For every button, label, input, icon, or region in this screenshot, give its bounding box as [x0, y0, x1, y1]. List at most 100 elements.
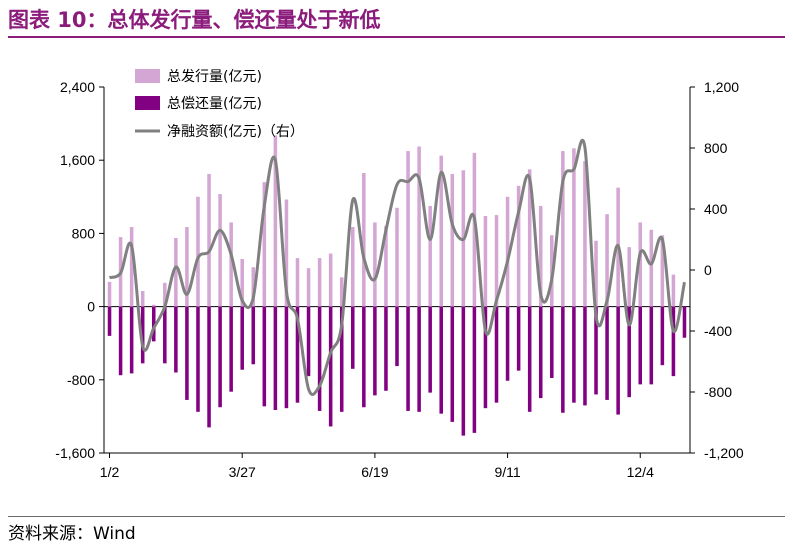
repayment-bar [384, 306, 388, 391]
repayment-bar [583, 306, 587, 406]
right-tick-label: -1,200 [704, 445, 744, 461]
issuance-bar [483, 216, 488, 307]
issuance-bar [538, 205, 543, 307]
repayment-bar [317, 306, 322, 411]
right-tick-label: 1,200 [704, 79, 739, 95]
issuance-bar [417, 146, 421, 307]
issuance-bar [505, 196, 510, 307]
issuance-bar [317, 258, 322, 307]
repayment-bar [505, 306, 510, 381]
legend-swatch-issuance [135, 69, 160, 83]
repayment-bar [660, 306, 665, 366]
issuance-bar [561, 151, 565, 307]
issuance-bar [494, 215, 499, 307]
legend-label: 总发行量(亿元) [167, 69, 262, 85]
x-tick-label: 6/19 [361, 464, 388, 480]
repayment-bar [417, 306, 421, 412]
issuance-bar [328, 253, 333, 307]
repayment-bar [262, 306, 267, 407]
issuance-bar [185, 226, 189, 307]
issuance-bar [384, 226, 388, 307]
repayment-bar [185, 306, 189, 400]
issuance-bar [107, 281, 112, 307]
issuance-bar [649, 229, 654, 307]
repayment-bar [273, 306, 278, 410]
issuance-bar [395, 207, 399, 307]
issuance-bar [129, 226, 134, 307]
x-tick-label: 12/4 [627, 464, 654, 480]
repayment-bar [439, 306, 443, 414]
issuance-bar [273, 135, 278, 307]
repayment-bar [251, 306, 256, 365]
issuance-bar [229, 222, 233, 307]
chart-legend: 总发行量(亿元) 总偿还量(亿元) 净融资额(亿元)（右） [135, 69, 304, 140]
repayment-bar [107, 306, 112, 336]
legend-swatch-repayment [135, 96, 160, 110]
legend-label: 净融资额(亿元)（右） [167, 124, 304, 140]
issuance-bar [472, 152, 477, 307]
issuance-bar [339, 277, 344, 307]
repayment-bar [516, 306, 521, 371]
issuance-bar [572, 148, 576, 307]
repayment-bar [351, 306, 355, 369]
issuance-bar [406, 151, 410, 307]
repayment-bar [240, 306, 244, 370]
repayment-bar [295, 306, 300, 403]
issuance-bar [373, 222, 377, 307]
repayment-bar [306, 306, 311, 377]
repayment-bar [118, 306, 123, 376]
x-tick-label: 3/27 [229, 464, 256, 480]
repayment-bar [671, 306, 676, 377]
repayment-bar [373, 306, 377, 396]
left-tick-label: 2,400 [60, 79, 95, 95]
x-tick-label: 9/11 [494, 464, 520, 480]
left-tick-label: 0 [87, 299, 95, 315]
x-tick-label: 1/2 [100, 464, 120, 480]
issuance-bar [207, 173, 211, 307]
issuance-bar [196, 196, 200, 307]
issuance-bar [627, 247, 631, 307]
repayment-bar [627, 306, 631, 398]
repayment-bar [616, 306, 620, 415]
repayment-bar [649, 306, 654, 385]
right-tick-label: 800 [704, 140, 728, 156]
left-tick-label: -800 [67, 372, 95, 388]
source-divider [8, 516, 785, 517]
issuance-bar [660, 235, 665, 307]
repayment-bar [140, 306, 145, 364]
repayment-bar [605, 306, 609, 400]
repayment-bar [362, 306, 366, 408]
issuance-bar [638, 222, 643, 307]
issuance-bar [527, 169, 532, 307]
repayment-bar [594, 306, 598, 395]
right-tick-label: 0 [704, 262, 712, 278]
right-tick-label: 400 [704, 201, 728, 217]
issuance-bar [362, 173, 366, 307]
issuance-bar [516, 185, 521, 307]
repayment-bar [638, 306, 643, 385]
repayment-bar [395, 306, 399, 367]
title-divider [8, 36, 785, 38]
repayment-bar [163, 306, 167, 364]
repayment-bar [428, 306, 432, 393]
repayment-bar [538, 306, 543, 399]
right-tick-label: -800 [704, 384, 732, 400]
repayment-bar [284, 306, 289, 409]
left-tick-label: 800 [72, 225, 96, 241]
chart-axes: 2,400 1,600 800 0 -800 -1,600 1,200 800 400 0 -400… [55, 79, 744, 480]
repayment-bar [151, 306, 156, 342]
repayment-bar [561, 306, 565, 413]
repayment-bar [450, 306, 455, 422]
repayment-bar [406, 306, 410, 411]
repayment-bar [339, 306, 344, 412]
issuance-bar [163, 282, 167, 307]
repayment-bar [328, 306, 333, 427]
repayment-bar [218, 306, 222, 408]
repayment-bar [527, 306, 532, 412]
repayment-bar [207, 306, 211, 428]
legend-label: 总偿还量(亿元) [167, 96, 262, 112]
issuance-bar [583, 161, 587, 307]
issuance-bar [295, 258, 300, 307]
repayment-bar [229, 306, 233, 392]
